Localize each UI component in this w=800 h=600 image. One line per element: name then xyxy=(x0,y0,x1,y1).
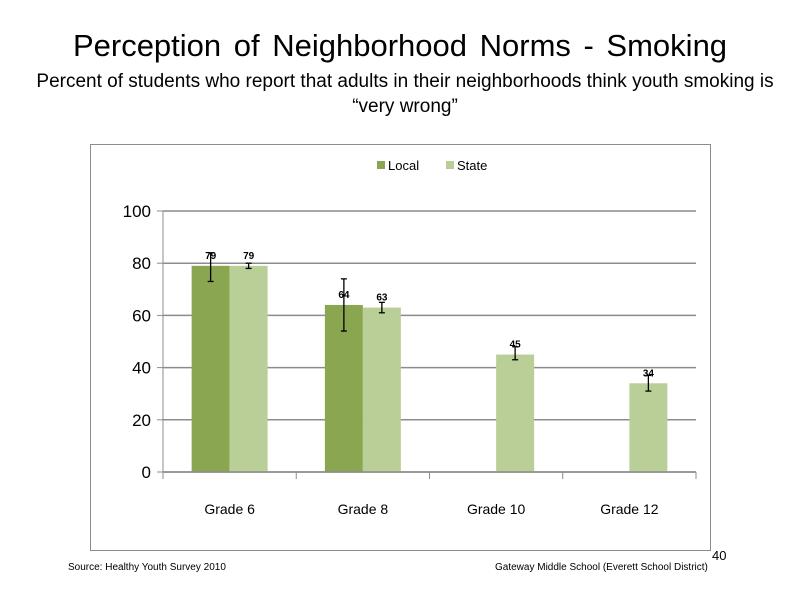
y-tick-label: 100 xyxy=(123,202,151,221)
bar-state xyxy=(362,307,401,472)
school-name: Gateway Middle School (Everett School Di… xyxy=(495,562,708,573)
data-label: 63 xyxy=(376,293,388,304)
data-label: 45 xyxy=(510,340,522,351)
data-label: 64 xyxy=(338,290,350,301)
bar-state xyxy=(496,354,535,472)
chart-title: Perception of Neighborhood Norms - Smoki… xyxy=(72,28,728,63)
y-tick-label: 80 xyxy=(132,254,151,273)
x-tick-label: Grade 12 xyxy=(600,501,659,517)
legend-label-state: State xyxy=(457,158,487,173)
data-label: 34 xyxy=(643,368,655,379)
x-tick-label: Grade 10 xyxy=(467,501,526,517)
bar-state xyxy=(629,383,668,472)
y-tick-label: 0 xyxy=(142,463,151,482)
y-tick-label: 40 xyxy=(132,359,151,378)
bar-local xyxy=(191,265,230,472)
chart-subtitle: Percent of students who report that adul… xyxy=(36,71,774,117)
bar-local xyxy=(324,304,363,472)
legend-label-local: Local xyxy=(388,158,419,173)
x-tick-label: Grade 8 xyxy=(338,501,389,517)
source-note: Source: Healthy Youth Survey 2010 xyxy=(68,562,226,573)
data-label: 79 xyxy=(205,251,217,262)
data-label: 79 xyxy=(243,251,255,262)
bar-chart: 0 20 40 60 80 100 Grade 6 Grade 8 Grade 10 Grade … xyxy=(123,158,697,517)
chart-area: 0 20 40 60 80 100 Grade 6 Grade 8 Grade 10 Grade … xyxy=(90,144,711,551)
bar-state xyxy=(229,265,268,472)
page-number: 40 xyxy=(712,548,727,563)
x-tick-label: Grade 6 xyxy=(204,501,255,517)
legend-swatch-state xyxy=(446,161,454,169)
legend-swatch-local xyxy=(377,161,385,169)
y-tick-label: 20 xyxy=(132,411,151,430)
y-tick-label: 60 xyxy=(132,306,151,325)
